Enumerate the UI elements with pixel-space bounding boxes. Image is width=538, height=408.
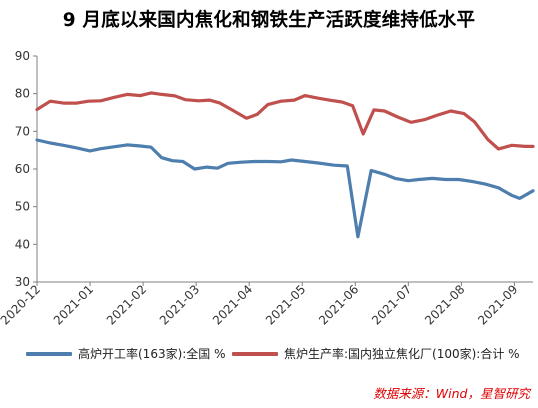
y-tick-label: 50: [15, 200, 30, 214]
y-tick-label: 80: [15, 87, 30, 101]
y-tick-label: 30: [15, 275, 30, 289]
x-tick-label: 2021-07: [369, 282, 414, 327]
chart-title: 9 月底以来国内焦化和钢铁生产活跃度维持低水平: [62, 10, 476, 31]
y-tick-label: 90: [15, 49, 30, 63]
legend: 高炉开工率(163家):全国 % 焦炉生产率:国内独立焦化厂(100家):合计 …: [0, 345, 538, 367]
legend-swatch-blast-furnace: [26, 351, 72, 356]
x-tick-label: 2021-05: [263, 282, 308, 327]
series-line-blast-furnace: [35, 138, 535, 239]
x-tick-label: 2020-12: [0, 282, 43, 327]
legend-label-blast-furnace: 高炉开工率(163家):全国 %: [78, 347, 226, 361]
series-line-coke-oven: [35, 91, 535, 151]
legend-swatch-coke-oven: [232, 351, 278, 356]
legend-item-coke-oven: 焦炉生产率:国内独立焦化厂(100家):合计 %: [232, 345, 520, 362]
x-tick-label: 2021-08: [422, 282, 467, 327]
y-tick-label: 70: [15, 124, 30, 138]
x-tick-label: 2021-01: [51, 282, 96, 327]
x-tick-label: 2021-04: [210, 282, 255, 327]
x-tick-label: 2021-06: [316, 282, 361, 327]
legend-label-coke-oven: 焦炉生产率:国内独立焦化厂(100家):合计 %: [284, 347, 520, 361]
legend-item-blast-furnace: 高炉开工率(163家):全国 %: [26, 345, 226, 362]
y-tick-label: 60: [15, 162, 30, 176]
data-source-note: 数据来源：Wind，星智研究: [373, 386, 530, 401]
y-tick-label: 40: [15, 237, 30, 251]
x-tick-label: 2021-09: [475, 282, 520, 327]
x-tick-label: 2021-02: [104, 282, 149, 327]
x-tick-label: 2021-03: [157, 282, 202, 327]
